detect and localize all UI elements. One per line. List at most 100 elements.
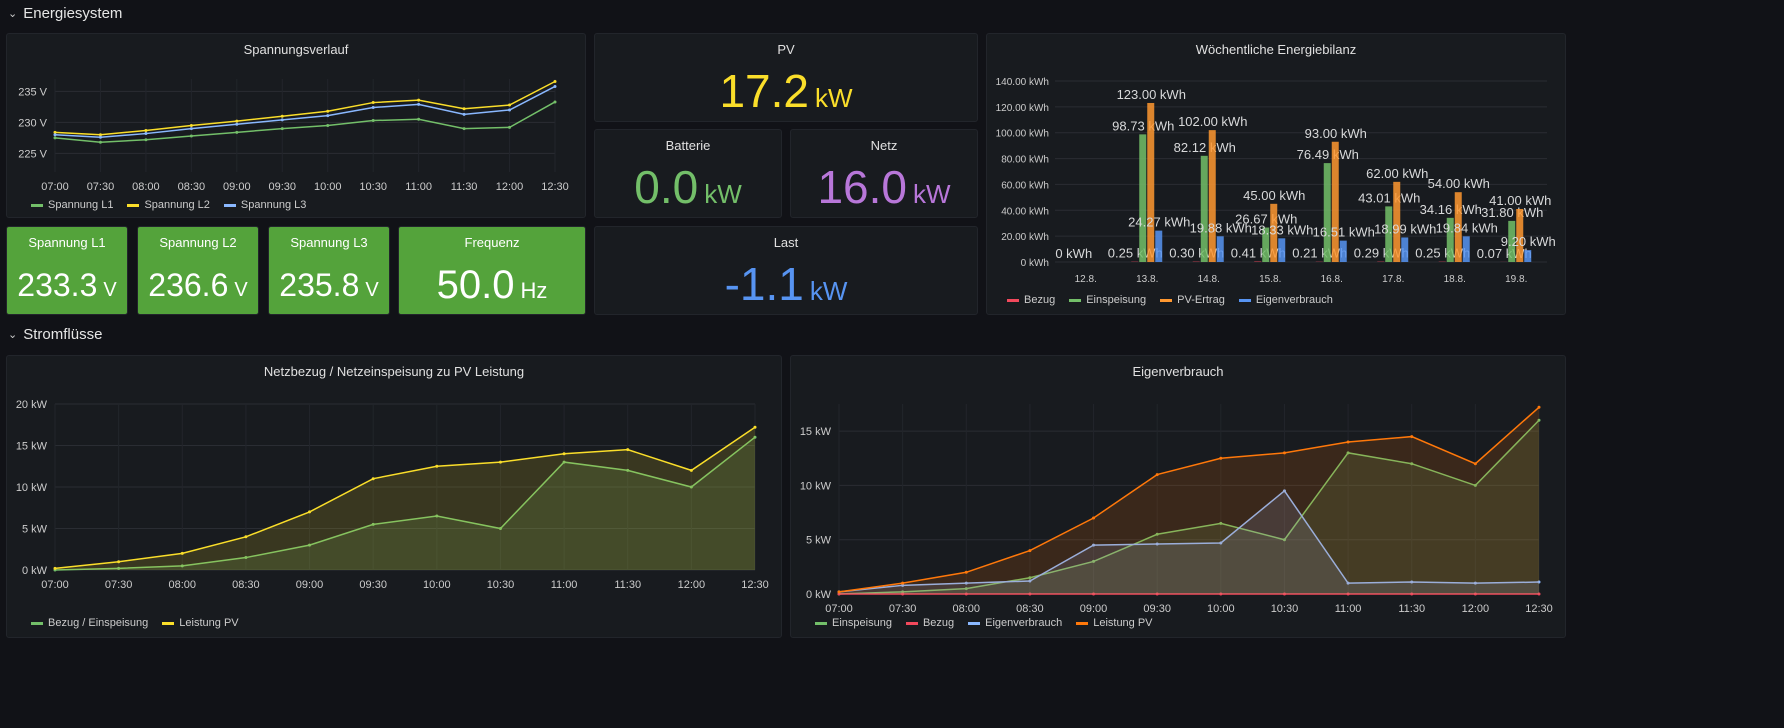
panel-spannung-l1[interactable]: Spannung L1 233.3 V: [6, 226, 128, 315]
panel-netzbezug[interactable]: Netzbezug / Netzeinspeisung zu PV Leistu…: [6, 355, 782, 638]
freq-unit: Hz: [520, 278, 548, 303]
x-tick-label: 09:30: [269, 181, 297, 193]
legend-item-eigenverbrauch[interactable]: Eigenverbrauch: [968, 617, 1062, 629]
data-point: [753, 435, 757, 439]
panel-pv[interactable]: PV 17.2 kW: [594, 33, 978, 122]
legend-item-bezug-einspeisung[interactable]: Bezug / Einspeisung: [31, 617, 148, 629]
x-tick-label: 07:30: [87, 181, 115, 193]
data-point: [1346, 440, 1350, 444]
x-tick-label: 11:00: [1335, 603, 1362, 615]
series-line: [54, 436, 756, 571]
panel-netz[interactable]: Netz 16.0 kW: [790, 129, 978, 218]
x-tick-label: 07:30: [889, 603, 917, 615]
legend-item-leistung-pv[interactable]: Leistung PV: [162, 617, 239, 629]
x-tick-label: 12:30: [741, 579, 769, 591]
data-point: [308, 543, 312, 547]
data-point: [371, 101, 375, 105]
series-line: [54, 101, 556, 143]
data-point: [462, 127, 466, 131]
legend-item-einspeisung[interactable]: Einspeisung: [815, 617, 892, 629]
x-tick-label: 07:00: [41, 579, 69, 591]
y-tick-label: 60.00 kWh: [1001, 180, 1049, 191]
legend-item-eigenverbrauch[interactable]: Eigenverbrauch: [1238, 294, 1333, 306]
panel-spannungsverlauf[interactable]: Spannungsverlauf 225 V 230 V 235 V 07:00 07:…: [6, 33, 586, 218]
row-stromfluesse[interactable]: ⌄ Stromflüsse: [8, 326, 102, 343]
data-point: [235, 130, 239, 134]
panel-energiebilanz[interactable]: Wöchentliche Energiebilanz 0 kWh 20.00 kW…: [986, 33, 1566, 315]
data-label: 0.25 kWh: [1415, 246, 1470, 261]
data-point: [837, 590, 841, 594]
x-tick-label: 16.8.: [1321, 274, 1343, 285]
chevron-down-icon: ⌄: [8, 8, 18, 20]
bar: [1462, 236, 1470, 262]
x-tick-label: 19.8.: [1505, 274, 1527, 285]
legend: Bezug Einspeisung PV-Ertrag Eigenverbrau…: [1007, 294, 1333, 306]
data-point: [1219, 456, 1223, 460]
data-point: [417, 98, 421, 102]
panel-title: PV: [777, 42, 795, 57]
pv-unit: kW: [814, 83, 853, 113]
data-label: 18.99 kWh: [1374, 221, 1436, 236]
y-tick-label: 0 kWh: [1021, 258, 1049, 269]
panel-title: Frequenz: [464, 235, 520, 250]
row-energiesystem[interactable]: ⌄ Energiesystem: [8, 5, 122, 22]
panel-last[interactable]: Last -1.1 kW: [594, 226, 978, 315]
legend-item-l2[interactable]: Spannung L2: [127, 199, 210, 211]
x-tick-label: 09:00: [296, 579, 324, 591]
x-tick-label: 08:00: [953, 603, 981, 615]
panel-title: Netz: [870, 138, 898, 153]
data-point: [1537, 592, 1541, 596]
panel-eigenverbrauch[interactable]: Eigenverbrauch 0 kW 5 kW 10 kW 15 kW 07:00 07…: [790, 355, 1566, 638]
data-point: [1092, 592, 1096, 596]
data-point: [417, 102, 421, 106]
data-point: [1028, 592, 1032, 596]
legend-item-einspeisung[interactable]: Einspeisung: [1069, 294, 1146, 306]
data-point: [53, 130, 57, 134]
data-point: [901, 590, 905, 594]
data-point: [98, 133, 102, 137]
l2-unit: V: [234, 279, 248, 301]
legend-item-l3[interactable]: Spannung L3: [223, 199, 306, 211]
series-area: [55, 437, 755, 570]
netz-unit: kW: [912, 179, 951, 209]
data-point: [1537, 418, 1541, 422]
legend-item-leistung-pv[interactable]: Leistung PV: [1076, 617, 1153, 629]
stat-value: 236.6 V: [138, 267, 258, 304]
row-title: Stromflüsse: [23, 326, 103, 343]
panel-batterie[interactable]: Batterie 0.0 kW: [594, 129, 782, 218]
panel-title: Batterie: [665, 138, 711, 153]
panel-spannung-l3[interactable]: Spannung L3 235.8 V: [268, 226, 390, 315]
data-point: [244, 556, 248, 560]
bar: [1524, 250, 1532, 262]
y-tick-label: 235 V: [18, 86, 47, 98]
data-label: 31.80 kWh: [1481, 205, 1543, 220]
data-point: [326, 114, 330, 118]
series-area: [55, 427, 755, 570]
y-tick-label: 15 kW: [800, 426, 832, 438]
bar: [1446, 217, 1454, 262]
data-label: 82.12 kWh: [1174, 140, 1236, 155]
data-label: 62.00 kWh: [1366, 166, 1428, 181]
x-tick-label: 12:00: [678, 579, 706, 591]
legend-item-pv-ertrag[interactable]: PV-Ertrag: [1160, 294, 1225, 306]
data-point: [964, 592, 968, 596]
x-tick-label: 10:00: [423, 579, 451, 591]
data-label: 26.67 kWh: [1235, 212, 1297, 227]
bar: [1254, 261, 1262, 262]
bar: [1454, 192, 1462, 262]
x-tick-label: 11:30: [1398, 603, 1425, 615]
panel-frequenz[interactable]: Frequenz 50.0 Hz: [398, 226, 586, 315]
legend-item-l1[interactable]: Spannung L1: [31, 199, 113, 211]
data-point: [1282, 451, 1286, 455]
legend-item-bezug[interactable]: Bezug: [905, 617, 954, 629]
data-point: [1473, 581, 1477, 585]
bar: [1147, 102, 1155, 262]
panel-spannung-l2[interactable]: Spannung L2 236.6 V: [137, 226, 259, 315]
legend: Einspeisung Bezug Eigenverbrauch Leistun…: [815, 617, 1153, 629]
data-label: 0 kWh: [1055, 246, 1092, 261]
data-point: [189, 124, 193, 127]
legend-item-bezug[interactable]: Bezug: [1007, 294, 1055, 306]
data-point: [1473, 592, 1477, 596]
y-tick-label: 15 kW: [16, 441, 48, 453]
x-tick-label: 08:30: [232, 579, 260, 591]
